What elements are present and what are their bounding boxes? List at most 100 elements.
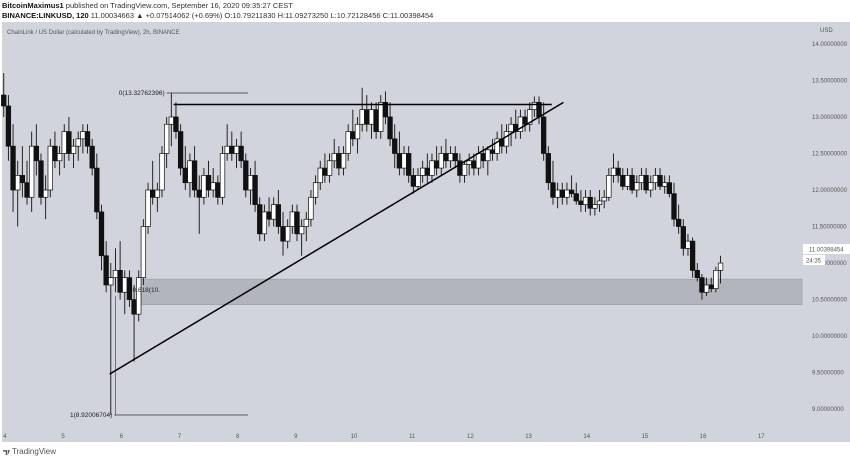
candle [666, 175, 672, 198]
candle [29, 131, 35, 212]
candle [38, 153, 44, 205]
candle-body [122, 277, 128, 293]
candle-body [10, 145, 16, 191]
author-name[interactable]: BitcoinMaximus1 [2, 1, 64, 10]
candle-body [648, 182, 654, 191]
candle [89, 138, 95, 176]
candle-body [601, 196, 607, 202]
candle [75, 131, 81, 161]
trendline-ascending-support[interactable] [109, 101, 564, 375]
candle [275, 190, 282, 234]
candle [568, 175, 575, 198]
candle-body [359, 109, 365, 125]
candle-body [94, 167, 100, 213]
candle-body [592, 204, 598, 209]
candle-body [131, 299, 137, 315]
candle [42, 175, 49, 220]
x-tick-label: 14 [583, 434, 590, 440]
candle-body [689, 240, 696, 271]
candle-body [717, 262, 724, 271]
candle-body [676, 218, 682, 227]
candle-body [19, 175, 26, 184]
candle-body [447, 153, 454, 162]
x-tick-label: 16 [700, 434, 707, 440]
candle [19, 146, 26, 198]
candle-body [350, 131, 356, 140]
tradingview-brand[interactable]: TradingView [12, 447, 57, 456]
candle-body [489, 149, 496, 154]
candle-body [182, 167, 188, 184]
candle-body [629, 175, 635, 191]
candle-body [66, 131, 72, 154]
candle [261, 204, 268, 242]
y-tick-label: 11.00000000 [812, 261, 847, 267]
candle [382, 91, 389, 125]
candle-body [508, 123, 514, 132]
x-tick-label: 7 [178, 434, 182, 440]
candle-body [568, 189, 575, 195]
candle [689, 237, 696, 278]
candle-body [671, 193, 677, 220]
x-tick-label: 17 [758, 434, 765, 440]
candle [606, 168, 612, 201]
candle-body [545, 153, 551, 184]
candle-body [475, 153, 482, 169]
fib-retracement-layer[interactable]: 0(13.32762396) 0.618(10. 1(8.92006704) [70, 90, 249, 419]
candle [415, 168, 421, 190]
candle [33, 124, 39, 176]
y-tick-label: 12.50000000 [812, 151, 848, 157]
candle-body [531, 101, 538, 111]
candle-body [438, 153, 444, 169]
candle-body [713, 269, 719, 289]
candle [312, 175, 319, 205]
candle-body [326, 160, 333, 176]
candle-body [387, 116, 393, 140]
candle-body [56, 153, 63, 162]
candle-body [503, 131, 510, 147]
support-zone [138, 278, 803, 305]
candle [345, 124, 351, 161]
candle-body [126, 277, 133, 300]
candle-body [378, 101, 384, 132]
candle-body [322, 167, 328, 176]
candle-body [61, 131, 67, 154]
candle [541, 102, 547, 161]
time-axis[interactable]: 4 5 6 7 8 9 10 11 12 13 14 15 16 17 [3, 434, 765, 440]
candle [671, 182, 677, 227]
y-tick-label: 10.00000000 [812, 334, 848, 340]
candle [219, 146, 226, 205]
candle-body [303, 218, 309, 227]
candles-layer [1, 73, 724, 415]
candle-body [382, 101, 389, 118]
trendlines-layer [109, 101, 564, 375]
candle-body [620, 175, 626, 187]
candle-body [70, 145, 77, 154]
fib-level-label: 1(8.92006704) [70, 412, 112, 419]
candle-body [38, 160, 44, 198]
candle-body [201, 175, 207, 198]
candle [527, 102, 533, 132]
candle-body [285, 226, 291, 242]
candle-body [298, 226, 305, 235]
candle-body [680, 226, 686, 249]
candle [717, 255, 724, 284]
candle [340, 146, 347, 176]
candle-body [559, 189, 565, 198]
candle [177, 124, 184, 176]
candle-body [47, 145, 53, 191]
price-axis[interactable]: 14.00000000 13.50000000 13.00000000 12.5000… [812, 42, 848, 413]
candle [66, 116, 72, 161]
candle-body [1, 94, 7, 107]
candle-body [615, 167, 621, 176]
candle-body [154, 189, 160, 198]
candle [103, 241, 109, 293]
candle-body [480, 153, 486, 162]
candle [145, 182, 151, 234]
current-price-box [803, 244, 850, 254]
candle-body [136, 277, 142, 315]
candle-body [610, 167, 617, 176]
candle-body [89, 145, 95, 169]
candle-body [429, 160, 435, 176]
candle-body [527, 109, 533, 125]
